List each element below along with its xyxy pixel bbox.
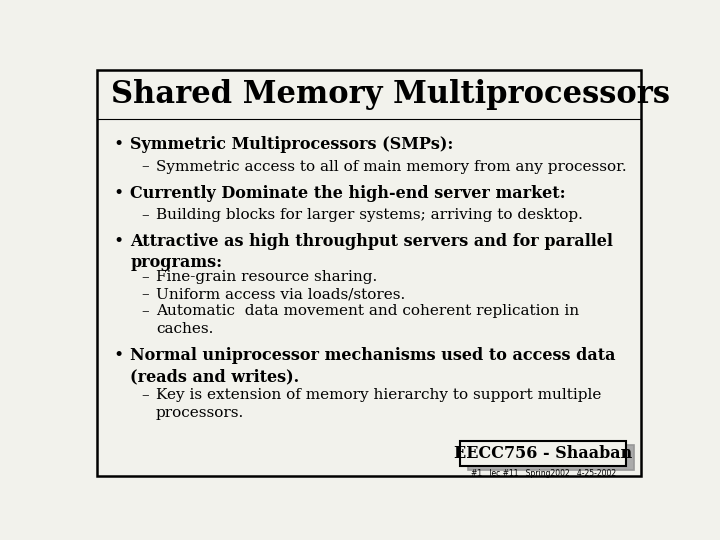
Text: Normal uniprocessor mechanisms used to access data
(reads and writes).: Normal uniprocessor mechanisms used to a… (130, 347, 616, 385)
Text: Building blocks for larger systems; arriving to desktop.: Building blocks for larger systems; arri… (156, 208, 582, 222)
Text: –: – (141, 270, 149, 284)
Text: –: – (141, 208, 149, 222)
Text: EECC756 - Shaaban: EECC756 - Shaaban (454, 445, 632, 462)
FancyBboxPatch shape (468, 446, 634, 470)
Text: Uniform access via loads/stores.: Uniform access via loads/stores. (156, 287, 405, 301)
Text: Attractive as high throughput servers and for parallel
programs:: Attractive as high throughput servers an… (130, 233, 613, 271)
Text: •: • (114, 233, 124, 250)
Text: •: • (114, 136, 124, 153)
FancyBboxPatch shape (96, 70, 642, 476)
Text: –: – (141, 287, 149, 301)
Text: –: – (141, 160, 149, 173)
FancyBboxPatch shape (460, 441, 626, 466)
Text: Symmetric Multiprocessors (SMPs):: Symmetric Multiprocessors (SMPs): (130, 136, 454, 153)
Text: Shared Memory Multiprocessors: Shared Memory Multiprocessors (111, 79, 670, 110)
Text: Symmetric access to all of main memory from any processor.: Symmetric access to all of main memory f… (156, 160, 626, 173)
Text: Key is extension of memory hierarchy to support multiple
processors.: Key is extension of memory hierarchy to … (156, 388, 601, 420)
Text: Fine-grain resource sharing.: Fine-grain resource sharing. (156, 270, 377, 284)
Text: Currently Dominate the high-end server market:: Currently Dominate the high-end server m… (130, 185, 566, 201)
Text: •: • (114, 347, 124, 364)
Text: #1   lec #11   Spring2002   4-25-2002: #1 lec #11 Spring2002 4-25-2002 (471, 469, 616, 477)
Text: –: – (141, 305, 149, 318)
Text: •: • (114, 185, 124, 201)
Text: Automatic  data movement and coherent replication in
caches.: Automatic data movement and coherent rep… (156, 305, 579, 336)
Text: –: – (141, 388, 149, 402)
